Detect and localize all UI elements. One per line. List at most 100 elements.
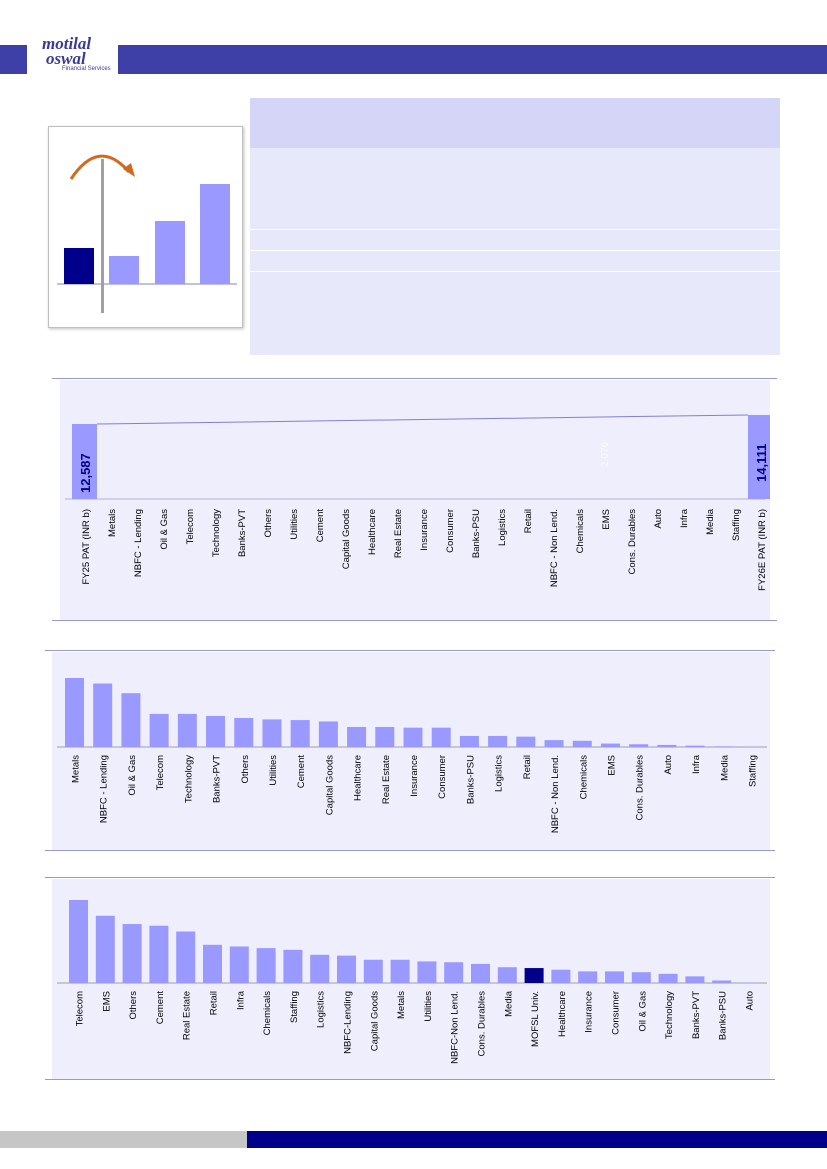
chart2-tick-label: Metals [71, 755, 82, 783]
logo-wordmark: motilal oswal [42, 34, 92, 68]
chart2-bar [488, 735, 508, 747]
chart2-bar [459, 735, 479, 747]
chart2-bar [657, 744, 677, 747]
chart1-tick-label: Metals [107, 509, 118, 537]
info-divider [250, 229, 780, 230]
chart3-bar [497, 967, 517, 983]
chart3-tick-label: Cement [155, 991, 166, 1025]
chart2-tick-label: Others [240, 755, 251, 784]
chart2-tick-label: Infra [691, 754, 702, 774]
chart2-bar [516, 736, 536, 747]
chart2-tick-label: Real Estate [381, 755, 392, 804]
arrow-head-icon [123, 163, 135, 177]
chart1-tick-label: FY26E PAT (INR b) [757, 509, 768, 591]
chart2-bar [65, 678, 84, 747]
chart1-tick-label: EMS [601, 509, 612, 530]
chart1-tick-label: Consumer [445, 509, 456, 553]
chart2-tick-label: Cement [296, 755, 307, 789]
illustration-chart [57, 154, 237, 313]
waterfall-faint-label: 2,076 [600, 442, 611, 467]
chart1-tick-label: Staffing [731, 509, 742, 541]
chart1-top-rule [52, 378, 777, 379]
chart3-tick-label: Cons. Durables [477, 991, 488, 1057]
brand-logo: motilal oswal Financial Services [30, 34, 118, 76]
chart1-tick-label: Real Estate [393, 509, 404, 558]
chart2-tick-label: Technology [183, 755, 194, 803]
illus-divider [101, 159, 104, 313]
chart2-tick-label: Staffing [748, 755, 759, 787]
info-panel-header [250, 98, 780, 148]
chart1-tick-label: Cement [315, 509, 326, 543]
chart3-tick-label: Banks-PSU [718, 991, 729, 1040]
chart2-tick-label: Retail [522, 755, 533, 779]
chart2-bar [206, 715, 226, 747]
chart2-panel: Metals NBFC - Lending Oil & Gas Telecom Tech… [52, 652, 770, 850]
chart1-tick-label: Logistics [497, 509, 508, 546]
chart3-bar [363, 959, 383, 983]
chart2-bar [544, 740, 564, 747]
chart2-tick-label: NBFC - Non Lend. [550, 755, 561, 833]
chart3-bar [149, 925, 169, 983]
chart2-tick-label: Banks-PSU [465, 755, 476, 804]
chart3-bar [685, 976, 705, 983]
chart1-tick-label: Retail [523, 509, 534, 533]
chart3-bar [551, 969, 571, 983]
chart3-top-rule [45, 877, 775, 878]
chart3-tick-label: Infra [235, 990, 246, 1010]
chart3-bar [605, 971, 624, 983]
chart3-tick-label: Technology [664, 991, 675, 1039]
illus-bar [200, 184, 230, 284]
chart3-bar [578, 971, 598, 983]
chart2-bar [149, 713, 169, 747]
chart3-bar [417, 961, 437, 983]
chart2-tick-label: Healthcare [353, 755, 364, 801]
chart1-tick-label: Telecom [185, 509, 196, 544]
illus-bar [64, 248, 94, 284]
chart2-bar [600, 743, 620, 747]
chart1-tick-label: Cons. Durables [627, 509, 638, 575]
growth-bar-chart: Telecom EMS Others Cement Real Estate Retail I… [57, 900, 767, 1064]
chart3-bar [256, 948, 276, 983]
chart3-tick-label: Chemicals [262, 991, 273, 1036]
chart2-bar [234, 718, 254, 747]
illustration-card [48, 126, 243, 328]
sector-bar-chart: Metals NBFC - Lending Oil & Gas Telecom Tech… [57, 678, 767, 833]
info-divider [250, 271, 780, 272]
chart2-tick-label: Insurance [409, 755, 420, 797]
chart1-tick-label: Chemicals [575, 509, 586, 554]
chart1-tick-label: FY25 PAT (INR b) [81, 509, 92, 585]
chart3-tick-label: Utilities [423, 991, 434, 1022]
chart3-bar [631, 972, 651, 983]
chart2-bar [318, 721, 338, 747]
waterfall-bar-end [748, 415, 773, 499]
chart1-tick-label: Oil & Gas [159, 509, 170, 550]
chart3-tick-label: Real Estate [182, 991, 193, 1040]
chart2-tick-label: Capital Goods [324, 755, 335, 815]
chart2-tick-label: Banks-PVT [212, 755, 223, 803]
chart3-tick-label: Logistics [316, 991, 327, 1028]
footer-blue-bar [247, 1131, 827, 1148]
chart3-tick-label: NBFC-Non Lend. [450, 991, 461, 1064]
chart3-bar [712, 980, 732, 983]
chart2-tick-label: Auto [663, 755, 674, 775]
chart3-tick-label: Others [128, 991, 139, 1020]
chart3-bar [203, 944, 222, 983]
chart2-bar [121, 693, 141, 747]
chart3-tick-label: Oil & Gas [637, 991, 648, 1032]
chart3-tick-label: Capital Goods [369, 991, 380, 1051]
chart2-bar [375, 726, 395, 747]
chart1-tick-label: Utilities [289, 509, 300, 540]
chart3-bar [95, 915, 115, 983]
chart3-bar [444, 962, 464, 983]
chart3-bar [524, 968, 544, 983]
info-divider [250, 250, 780, 251]
waterfall-bar-start [72, 424, 97, 499]
header-left-block [0, 45, 27, 74]
chart3-bar [390, 959, 410, 983]
chart1-tick-label: Media [705, 508, 716, 535]
chart3-tick-label: Media [503, 990, 514, 1017]
chart3-bar [471, 963, 490, 983]
chart3-tick-label: NBFC-Lending [343, 991, 354, 1054]
chart3-bottom-rule [45, 1079, 775, 1080]
chart2-bar [262, 719, 282, 747]
